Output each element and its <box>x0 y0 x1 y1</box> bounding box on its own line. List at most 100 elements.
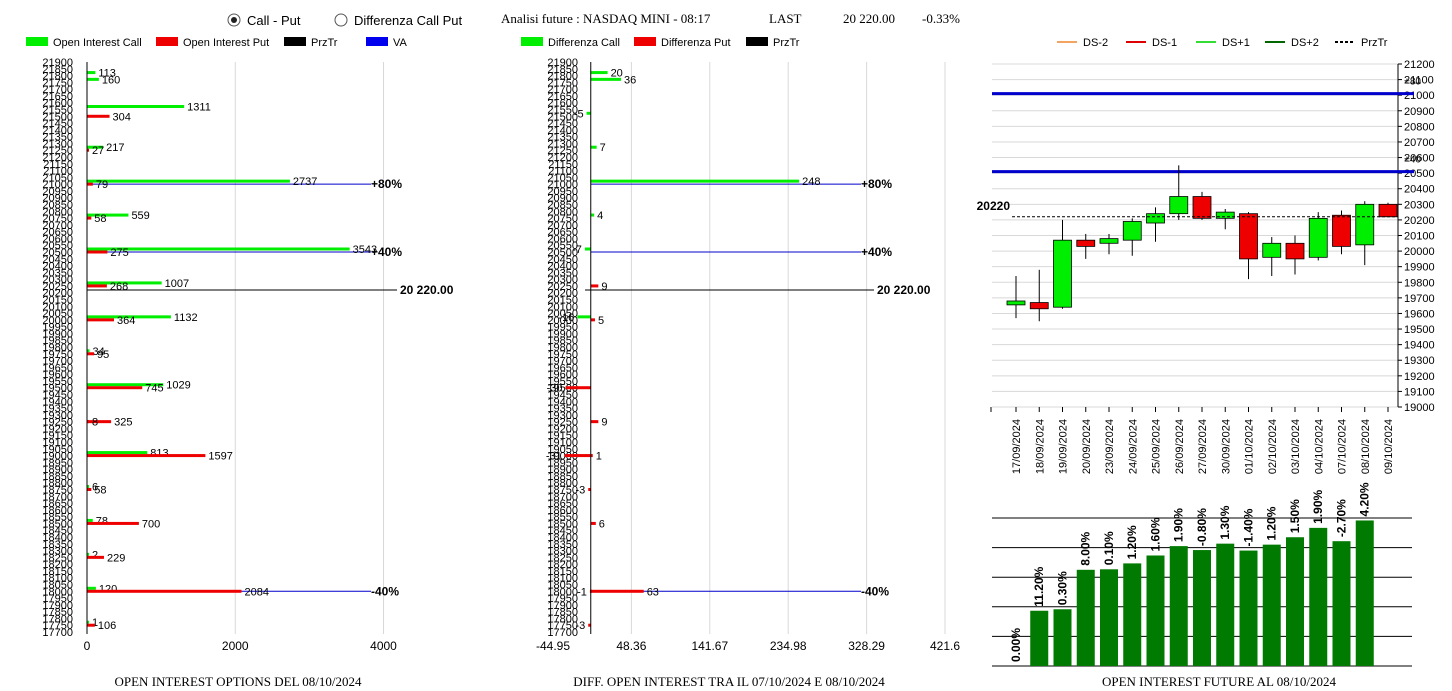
radio-call-put-label: Call - Put <box>247 13 301 28</box>
oi-future-bar <box>1123 563 1142 666</box>
bar-value-label: 113 <box>98 68 116 80</box>
call-bar <box>87 349 90 353</box>
put-bar <box>87 318 114 322</box>
put-bar <box>87 420 112 424</box>
bar-value-label: 1 <box>92 617 98 629</box>
oi-future-bar <box>1100 569 1118 666</box>
put-bar <box>87 454 206 458</box>
oi-future-bar <box>1146 555 1165 666</box>
bar-value-label: 364 <box>117 315 135 327</box>
price-line-label: 20220 <box>977 199 1011 213</box>
diff-chart-footer: DIFF. OPEN INTEREST TRA IL 07/10/2024 E … <box>573 674 885 689</box>
radio-call-put[interactable]: Call - Put <box>227 13 301 28</box>
strike-tick-label: 18350 <box>42 539 73 551</box>
call-bar <box>87 213 129 217</box>
strike-tick-label: 19450 <box>42 390 73 402</box>
strike-tick-label: 20150 <box>42 295 73 307</box>
strike-tick-label: 21250 <box>42 145 73 157</box>
oi-future-label: 0.10% <box>1102 531 1116 565</box>
oi-options-chart: 0 2000 40002190021850218002175021700216502… <box>42 57 453 653</box>
candle-body <box>1262 242 1282 258</box>
strike-tick-label: 19600 <box>547 369 578 381</box>
strike-tick-label: 20550 <box>42 240 73 252</box>
strike-tick-label: 21150 <box>548 159 578 171</box>
strike-tick-label: 19600 <box>42 369 73 381</box>
put-bar <box>590 318 595 322</box>
future-chart-footer: OPEN INTEREST FUTURE AL 08/10/2024 <box>1102 674 1337 689</box>
y-tick-label: 19700 <box>1404 293 1435 305</box>
strike-tick-label: 17950 <box>547 593 578 605</box>
strike-tick-label: 20950 <box>547 186 578 198</box>
strike-tick-label: 21750 <box>547 77 578 89</box>
bar-value-label: 217 <box>106 142 124 154</box>
bar-value-label: -7 <box>572 244 582 256</box>
date-tick-label: 30/09/2024 <box>1220 419 1232 474</box>
strike-tick-label: 19150 <box>547 430 578 442</box>
strike-tick-label: 21700 <box>42 84 73 96</box>
call-bar <box>590 145 597 149</box>
put-bar <box>87 216 92 220</box>
strike-tick-label: 19250 <box>42 417 73 429</box>
candle-body <box>1215 211 1235 219</box>
bar-value-label: 2737 <box>293 176 317 188</box>
date-tick-label: 04/10/2024 <box>1313 419 1325 474</box>
oi-future-bar <box>1030 610 1049 666</box>
date-tick-label: 18/09/2024 <box>1034 419 1046 474</box>
strike-tick-label: 17700 <box>42 627 73 639</box>
strike-tick-label: 19300 <box>42 410 73 422</box>
strike-tick-label: 21050 <box>547 172 578 184</box>
strike-tick-label: 18950 <box>547 457 578 469</box>
call-bar <box>590 213 595 217</box>
oi-future-bar <box>1053 609 1072 666</box>
strike-tick-label: 21750 <box>42 77 73 89</box>
strike-tick-label: 21800 <box>547 71 578 83</box>
strike-tick-label: 19400 <box>42 396 73 408</box>
strike-tick-label: 18650 <box>547 498 578 510</box>
oi-future-label: 1.20% <box>1125 525 1139 559</box>
strike-tick-label: 20150 <box>547 295 578 307</box>
radio-diff-call-put[interactable]: Differenza Call Put <box>334 13 463 28</box>
date-tick-label: 07/10/2024 <box>1337 419 1349 474</box>
strike-tick-label: 19550 <box>42 376 73 388</box>
strike-tick-label: 19350 <box>547 403 578 415</box>
bar-value-label: 27 <box>92 145 104 157</box>
strike-tick-label: 21300 <box>547 138 578 150</box>
strike-tick-label: 20300 <box>42 274 73 286</box>
strike-tick-label: 20050 <box>547 308 578 320</box>
candle-body <box>1169 196 1189 215</box>
legend-label: DS-2 <box>1083 37 1108 49</box>
date-tick-label: 27/09/2024 <box>1197 419 1209 474</box>
candle-body <box>1146 213 1165 224</box>
bar-value-label: 6 <box>92 482 98 494</box>
bar-value-label: 813 <box>150 448 168 460</box>
y-tick-label: 19900 <box>1404 262 1435 274</box>
legend-swatch <box>26 37 48 46</box>
candle-body <box>1076 239 1096 247</box>
strike-tick-label: 20900 <box>42 193 73 205</box>
candle-body <box>1099 238 1119 244</box>
strike-tick-label: 17850 <box>42 607 73 619</box>
strike-tick-label: 19250 <box>547 417 578 429</box>
strike-tick-label: 17950 <box>42 593 73 605</box>
date-tick-label: 03/10/2024 <box>1290 419 1302 474</box>
bar-value-label: -16 <box>558 312 574 324</box>
bar-value-label: -30 <box>547 383 563 395</box>
strike-tick-label: 17900 <box>547 600 578 612</box>
x-tick-label: 421.6 <box>930 639 960 653</box>
bar-value-label: 1597 <box>208 451 232 463</box>
strike-tick-label: 18000 <box>42 586 73 598</box>
strike-tick-label: 18000 <box>547 586 578 598</box>
strike-tick-label: 19650 <box>42 362 73 374</box>
date-tick-label: 24/09/2024 <box>1127 419 1139 474</box>
bar-value-label: 78 <box>96 515 108 527</box>
oi-future-bar <box>1262 544 1281 666</box>
candle-body <box>1029 302 1049 310</box>
strike-tick-label: 20850 <box>42 200 73 212</box>
y-tick-label: 19500 <box>1404 324 1435 336</box>
strike-tick-label: 19300 <box>547 410 578 422</box>
legend-diff: Differenza Call Differenza Put PrzTr <box>521 37 800 49</box>
y-tick-label: 20400 <box>1404 184 1435 196</box>
oi-future-label: 11.20% <box>1032 566 1046 606</box>
strike-tick-label: 19850 <box>547 335 578 347</box>
x-tick-label: 2000 <box>222 639 249 653</box>
